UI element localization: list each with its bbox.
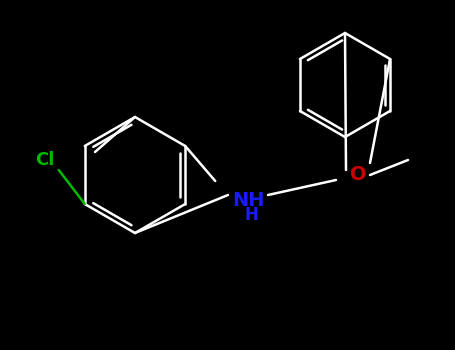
Text: Cl: Cl [35,151,55,169]
Text: H: H [244,206,258,224]
Text: NH: NH [232,190,264,210]
Text: O: O [350,166,366,184]
